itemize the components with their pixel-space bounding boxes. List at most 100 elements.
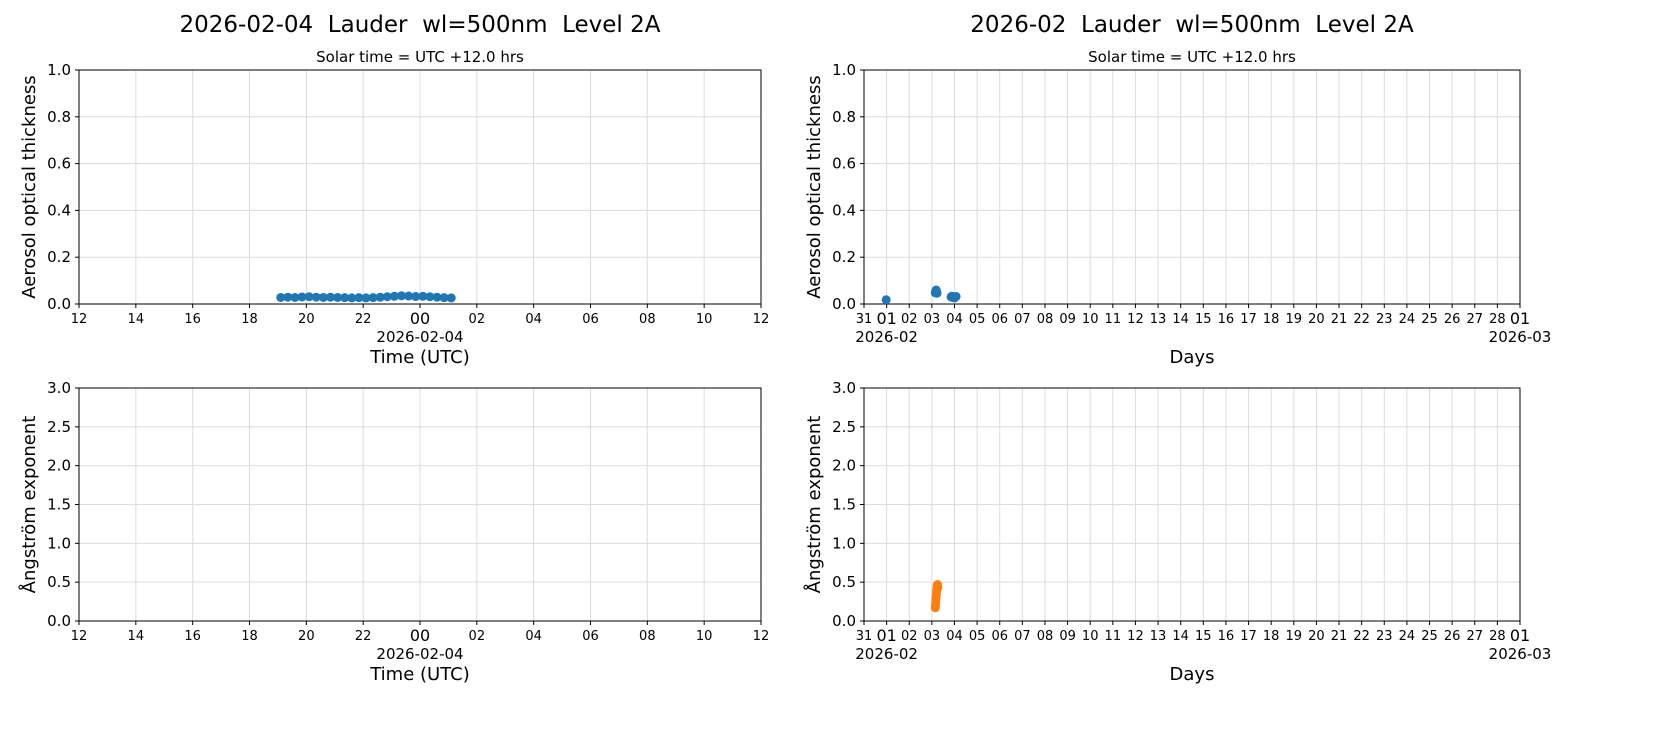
y-tick-label: 1.5	[832, 496, 856, 514]
x-tick-label: 16	[184, 629, 201, 644]
x-tick-label: 23	[1376, 312, 1393, 327]
x-tick-label: 18	[241, 312, 258, 327]
x-tick-label: 26	[1444, 629, 1461, 644]
x-tick-label: 21	[1331, 312, 1348, 327]
x-tick-label: 20	[298, 312, 315, 327]
data-point	[354, 293, 364, 303]
data-point	[933, 583, 943, 593]
x-tick-label: 15	[1195, 312, 1212, 327]
x-tick-label: 08	[639, 312, 656, 327]
data-point	[425, 292, 435, 302]
x-tick-label: 25	[1421, 312, 1438, 327]
x-tick-label: 01	[1510, 626, 1530, 645]
y-tick-label: 0.2	[47, 248, 71, 266]
y-tick-label: 1.5	[47, 496, 71, 514]
x-tick-label: 20	[1308, 629, 1325, 644]
x-tick-label: 12	[753, 629, 770, 644]
x-tick-label: 19	[1286, 629, 1303, 644]
x-tick-label: 14	[1172, 629, 1189, 644]
x-date-label: 2026-03	[1489, 645, 1552, 663]
x-axis-label: Time (UTC)	[369, 664, 470, 685]
x-tick-label: 10	[1082, 312, 1099, 327]
x-tick-label: 12	[1127, 312, 1144, 327]
x-tick-label: 10	[1082, 629, 1099, 644]
x-tick-label: 13	[1150, 629, 1167, 644]
y-tick-label: 0.0	[47, 612, 71, 630]
x-tick-label: 31	[856, 629, 873, 644]
x-tick-label: 04	[946, 629, 963, 644]
data-point	[432, 292, 442, 302]
data-point	[347, 293, 357, 303]
data-point	[283, 292, 293, 302]
x-tick-label: 27	[1466, 629, 1483, 644]
x-tick-label: 01	[876, 626, 896, 645]
chart-title: 2026-02-04 Lauder wl=500nm Level 2A	[180, 12, 661, 38]
y-tick-label: 2.5	[832, 418, 856, 436]
data-point	[311, 292, 321, 302]
x-tick-label: 02	[469, 629, 486, 644]
x-date-label: 2026-02-04	[376, 328, 463, 346]
y-tick-label: 0.4	[832, 201, 856, 219]
x-tick-label: 02	[901, 312, 918, 327]
x-tick-label: 22	[355, 629, 372, 644]
data-point	[446, 293, 456, 303]
y-tick-label: 0.6	[832, 155, 856, 173]
x-tick-label: 10	[696, 312, 713, 327]
data-point	[881, 295, 891, 305]
chart-subtitle: Solar time = UTC +12.0 hrs	[1088, 48, 1296, 66]
y-tick-label: 2.0	[47, 457, 71, 475]
data-point	[304, 292, 314, 302]
x-tick-label: 26	[1444, 312, 1461, 327]
data-point	[418, 291, 428, 301]
x-tick-label: 14	[1172, 312, 1189, 327]
y-tick-label: 0.0	[47, 295, 71, 313]
chart-subtitle: Solar time = UTC +12.0 hrs	[316, 48, 524, 66]
data-point	[333, 292, 343, 302]
x-tick-label: 23	[1376, 629, 1393, 644]
y-tick-label: 1.0	[832, 61, 856, 79]
x-tick-label: 13	[1150, 312, 1167, 327]
data-point	[368, 293, 378, 303]
x-tick-label: 06	[991, 629, 1008, 644]
y-tick-label: 1.0	[47, 61, 71, 79]
data-point	[276, 292, 286, 302]
x-date-label: 2026-03	[1489, 328, 1552, 346]
y-tick-label: 0.8	[832, 108, 856, 126]
y-axis-label: Aerosol optical thickness	[19, 75, 40, 298]
x-tick-label: 02	[469, 312, 486, 327]
data-point	[361, 293, 371, 303]
x-tick-label: 08	[639, 629, 656, 644]
x-tick-label: 04	[525, 629, 542, 644]
x-tick-label: 11	[1105, 312, 1122, 327]
x-tick-label: 22	[1353, 312, 1370, 327]
data-point	[389, 291, 399, 301]
data-point	[382, 292, 392, 302]
x-tick-label: 01	[1510, 309, 1530, 328]
x-tick-label: 10	[696, 629, 713, 644]
y-axis-label: Ångström exponent	[803, 416, 825, 594]
x-tick-label: 21	[1331, 629, 1348, 644]
x-tick-label: 18	[1263, 629, 1280, 644]
data-point	[325, 292, 335, 302]
data-point	[951, 292, 961, 302]
x-axis-label: Days	[1170, 347, 1215, 368]
y-tick-label: 0.5	[47, 573, 71, 591]
plot-frame	[863, 69, 1521, 305]
y-tick-label: 0.8	[47, 108, 71, 126]
x-tick-label: 12	[71, 312, 88, 327]
x-tick-label: 04	[946, 312, 963, 327]
x-tick-label: 28	[1489, 312, 1506, 327]
x-tick-label: 25	[1421, 629, 1438, 644]
x-tick-label: 01	[876, 309, 896, 328]
x-tick-label: 08	[1037, 312, 1054, 327]
x-tick-label: 16	[184, 312, 201, 327]
x-tick-label: 05	[969, 629, 986, 644]
x-tick-label: 19	[1286, 312, 1303, 327]
x-tick-label: 28	[1489, 629, 1506, 644]
x-tick-label: 06	[582, 629, 599, 644]
x-tick-label: 20	[1308, 312, 1325, 327]
x-tick-label: 18	[1263, 312, 1280, 327]
x-tick-label: 11	[1105, 629, 1122, 644]
data-point	[375, 292, 385, 302]
